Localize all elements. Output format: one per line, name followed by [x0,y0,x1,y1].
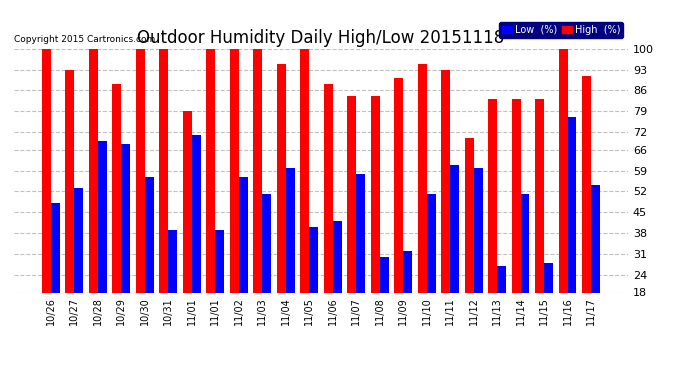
Bar [417,64,426,346]
Bar [66,69,74,346]
Bar [488,99,497,346]
Bar [121,144,130,346]
Bar [230,49,239,346]
Bar [403,251,412,346]
Bar [89,49,97,346]
Bar [371,96,380,346]
Bar [168,230,177,346]
Bar [97,141,106,346]
Bar [41,49,50,346]
Bar [535,99,544,346]
Bar [286,168,295,346]
Bar [262,194,271,346]
Bar [277,64,286,346]
Bar [183,111,192,346]
Bar [206,49,215,346]
Bar [520,194,529,346]
Bar [473,168,482,346]
Bar [512,99,520,346]
Bar [74,189,83,346]
Bar [192,135,201,346]
Bar [300,49,309,346]
Bar [333,221,342,346]
Bar [591,186,600,346]
Bar [582,75,591,346]
Bar [497,266,506,346]
Legend: Low  (%), High  (%): Low (%), High (%) [500,22,623,38]
Bar [394,78,403,346]
Bar [253,49,262,346]
Bar [464,138,473,346]
Bar [441,69,450,346]
Bar [380,257,388,346]
Bar [145,177,154,346]
Bar [324,84,333,346]
Bar [426,194,435,346]
Bar [50,203,59,346]
Title: Outdoor Humidity Daily High/Low 20151118: Outdoor Humidity Daily High/Low 20151118 [137,29,504,47]
Bar [544,263,553,346]
Text: Copyright 2015 Cartronics.com: Copyright 2015 Cartronics.com [14,35,155,44]
Bar [239,177,248,346]
Bar [309,227,318,346]
Bar [215,230,224,346]
Bar [356,174,365,346]
Bar [559,49,568,346]
Bar [112,84,121,346]
Bar [136,49,145,346]
Bar [347,96,356,346]
Bar [568,117,576,346]
Bar [159,49,168,346]
Bar [450,165,459,346]
